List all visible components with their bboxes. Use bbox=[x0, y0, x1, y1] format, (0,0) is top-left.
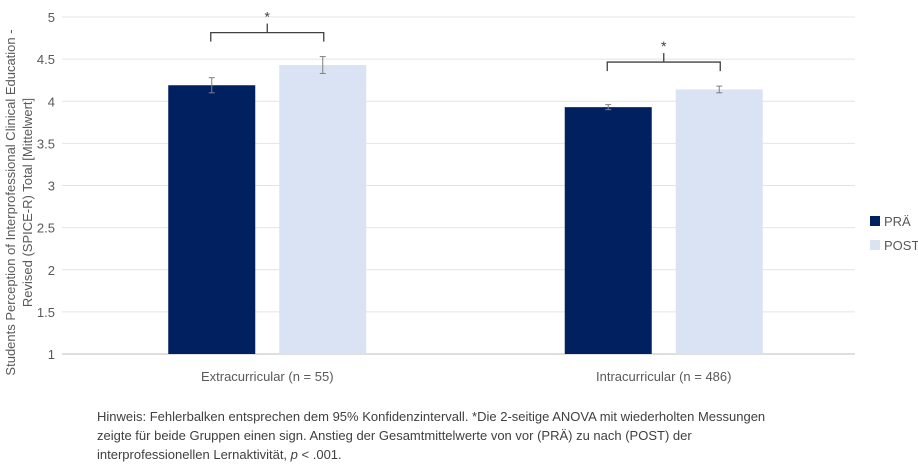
legend-swatch-prä bbox=[870, 216, 880, 226]
note-line: zeigte für beide Gruppen einen sign. Ans… bbox=[97, 428, 692, 443]
legend-swatch-post bbox=[870, 240, 880, 250]
significance-marker: * bbox=[265, 9, 271, 25]
bar-prä bbox=[168, 85, 256, 355]
y-tick-label: 3 bbox=[48, 179, 55, 194]
y-axis-title-line2: Revised (SPICE-R) Total [Mittelwert] bbox=[20, 98, 35, 307]
y-tick-label: 1.5 bbox=[37, 305, 55, 320]
x-tick-label: Intracurricular (n = 486) bbox=[596, 369, 731, 384]
y-tick-label: 3.5 bbox=[37, 136, 55, 151]
y-tick-label: 2 bbox=[48, 263, 55, 278]
legend-label: PRÄ bbox=[884, 214, 911, 229]
x-tick-label: Extracurricular (n = 55) bbox=[201, 369, 334, 384]
y-tick-label: 5 bbox=[48, 10, 55, 25]
y-tick-label: 4.5 bbox=[37, 52, 55, 67]
bar-post bbox=[675, 89, 763, 354]
bar-chart: 1 1.5 2 2.5 3 3.5 4 4.5 5 Students Perception of … bbox=[3, 9, 918, 384]
significance-bracket bbox=[210, 31, 325, 42]
note-line: interprofessionellen Lernaktivität, p < … bbox=[97, 447, 342, 462]
bar-post bbox=[279, 65, 367, 355]
significance-bracket bbox=[606, 61, 721, 72]
chart-note: Hinweis: Fehlerbalken entsprechen dem 95… bbox=[97, 407, 897, 464]
note-line: Hinweis: Fehlerbalken entsprechen dem 95… bbox=[97, 409, 766, 424]
y-tick-label: 2.5 bbox=[37, 221, 55, 236]
bar-prä bbox=[564, 107, 652, 355]
y-tick-label: 4 bbox=[48, 94, 55, 109]
significance-marker: * bbox=[661, 38, 667, 54]
y-tick-label: 1 bbox=[48, 347, 55, 362]
y-axis-title-line1: Students Perception of Interprofessional… bbox=[3, 29, 18, 375]
legend-label: POST bbox=[884, 238, 918, 253]
